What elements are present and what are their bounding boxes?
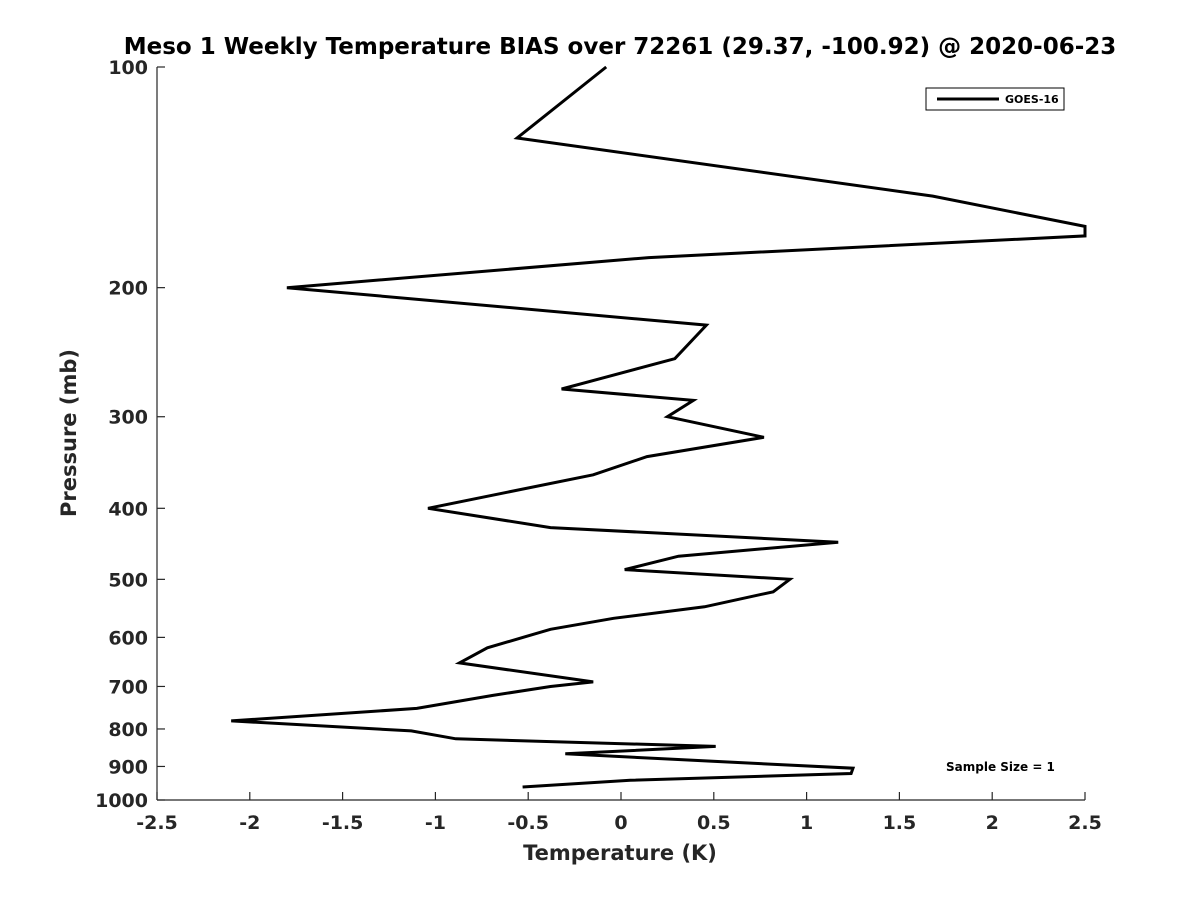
series-line-goes-16 (231, 65, 1087, 789)
sample-size-annotation: Sample Size = 1 (946, 760, 1055, 774)
x-axis-ticks: -2.5 -2 -1.5 -1 -0.5 0 0.5 1 1.5 2 2.5 (136, 792, 1102, 834)
plot-area (156, 67, 1085, 801)
x-tick-label: 0 (614, 812, 627, 834)
x-tick-label: -1.5 (322, 812, 364, 834)
x-tick-label: -0.5 (507, 812, 549, 834)
y-tick-label: 200 (108, 278, 148, 300)
legend-label-goes-16: GOES-16 (1005, 93, 1059, 106)
y-tick-label: 100 (108, 57, 148, 79)
y-axis-ticks: 100 200 300 400 500 600 700 800 900 1000 (95, 57, 165, 812)
x-tick-label: 1.5 (883, 812, 917, 834)
x-tick-label: 2 (986, 812, 999, 834)
y-axis-label: Pressure (mb) (57, 349, 81, 517)
x-tick-label: 0.5 (697, 812, 731, 834)
y-tick-label: 800 (108, 719, 148, 741)
y-tick-label: 900 (108, 756, 148, 778)
y-tick-label: 500 (108, 569, 148, 591)
x-tick-label: -2 (239, 812, 260, 834)
x-tick-label: -2.5 (136, 812, 178, 834)
x-axis-label: Temperature (K) (523, 841, 717, 865)
y-tick-label: 400 (108, 498, 148, 520)
y-tick-label: 1000 (95, 790, 148, 812)
x-tick-label: -1 (425, 812, 446, 834)
y-tick-label: 700 (108, 676, 148, 698)
x-tick-label: 1 (800, 812, 813, 834)
legend: GOES-16 (925, 87, 1065, 111)
y-tick-label: 300 (108, 407, 148, 429)
y-tick-label: 600 (108, 627, 148, 649)
chart-title: Meso 1 Weekly Temperature BIAS over 7226… (124, 34, 1117, 60)
x-tick-label: 2.5 (1068, 812, 1102, 834)
